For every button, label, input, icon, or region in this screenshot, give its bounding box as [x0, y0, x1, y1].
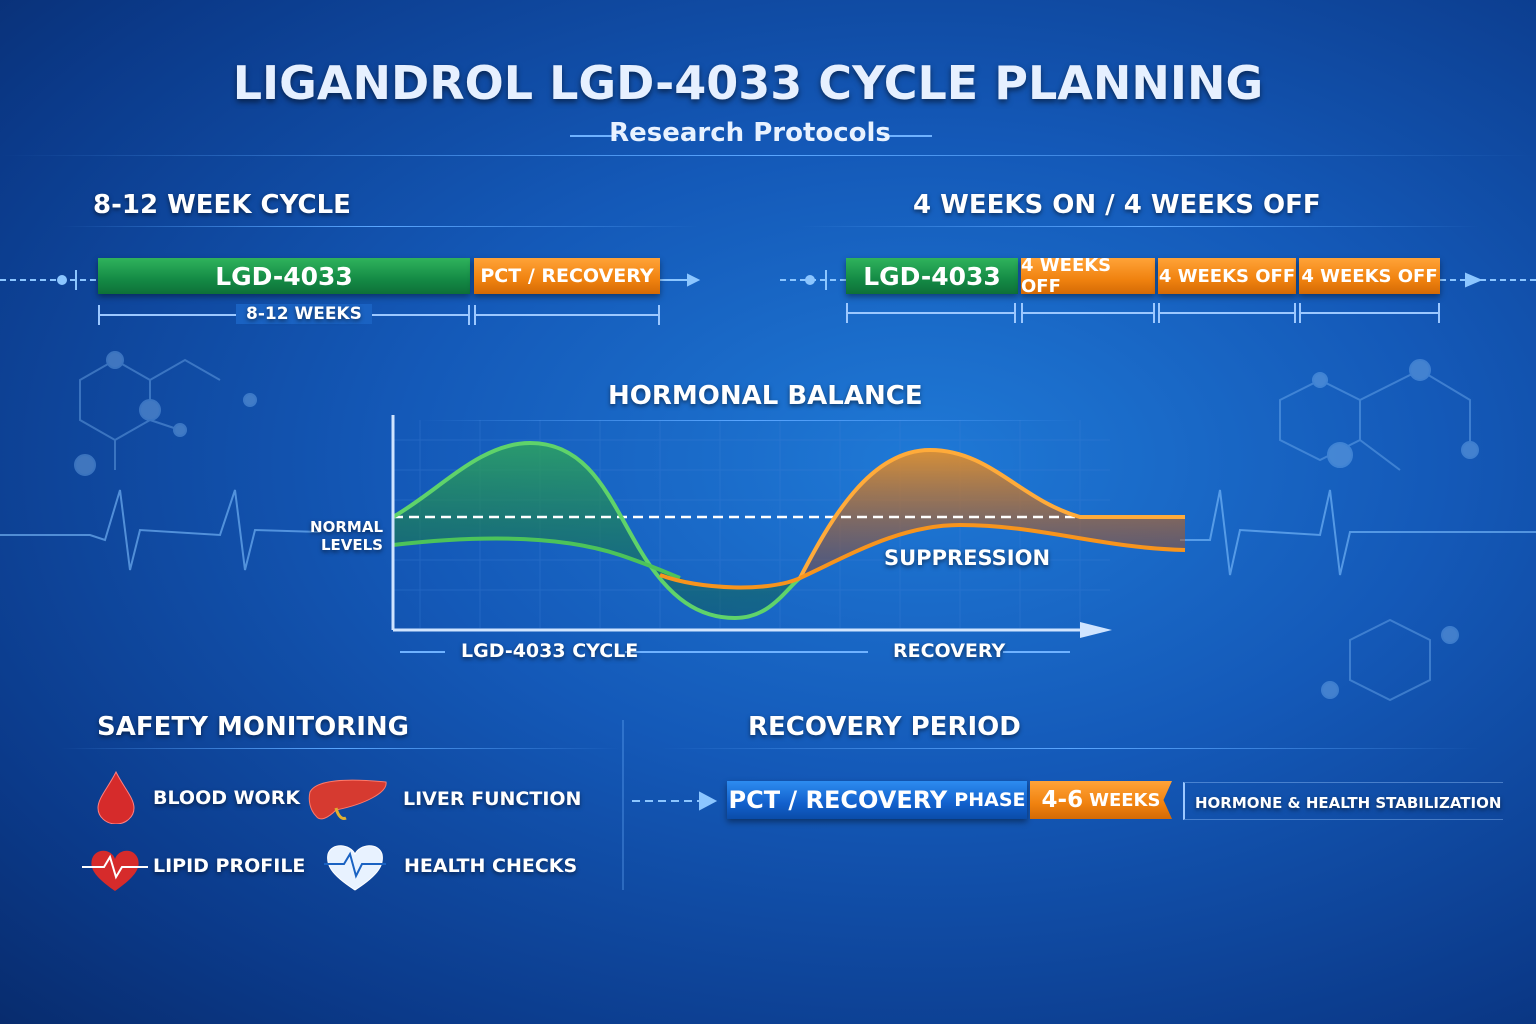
phase-label-cycle: LGD-4033 CYCLE	[461, 640, 639, 662]
recovery-description: HORMONE & HEALTH STABILIZATION	[1195, 794, 1502, 812]
recovery-weeks-badge: 4-6 WEEKS	[1030, 781, 1172, 819]
safety-item-label: LIPID PROFILE	[153, 855, 306, 877]
cycle-left-on-bar: LGD-4033	[98, 258, 470, 294]
subtitle-rule	[570, 135, 618, 137]
duration-bracket	[846, 303, 1016, 323]
safety-item-label: LIVER FUNCTION	[403, 788, 582, 810]
molecule-right	[1279, 359, 1479, 702]
divider	[800, 226, 1480, 227]
cycle-curve-lower	[392, 536, 681, 580]
recovery-heading: RECOVERY PERIOD	[748, 712, 1021, 742]
x-axis-arrow-icon	[1080, 622, 1112, 638]
divider	[60, 226, 700, 227]
recovery-curve-lower	[799, 522, 1186, 580]
divider	[60, 748, 620, 749]
subtitle-rule	[884, 135, 932, 137]
duration-bracket	[1299, 303, 1440, 323]
duration-bracket	[474, 305, 660, 325]
page-title: LIGANDROL LGD-4033 CYCLE PLANNING	[232, 56, 1264, 110]
duration-bracket	[1021, 303, 1155, 323]
cycle-right-off-bar: 4 WEEKS OFF	[1021, 255, 1155, 297]
ekg-line-left	[0, 489, 321, 571]
recovery-phase-bar: PCT / RECOVERY PHASE	[727, 781, 1027, 819]
suppression-label: SUPPRESSION	[884, 546, 1051, 570]
cycle-right-off-bar: 4 WEEKS OFF	[1299, 258, 1440, 294]
normal-levels-label: NORMAL LEVELS	[310, 518, 383, 554]
cycle-right-heading: 4 WEEKS ON / 4 WEEKS OFF	[913, 190, 1321, 220]
recovery-curve-upper	[798, 447, 1185, 579]
divider	[660, 748, 1480, 749]
duration-bracket	[1158, 303, 1296, 323]
phase-label-recovery: RECOVERY	[893, 640, 1006, 662]
blood-drop-icon	[97, 770, 135, 824]
cycle-right-off-bar: 4 WEEKS OFF	[1158, 258, 1296, 294]
safety-item-label: BLOOD WORK	[153, 787, 301, 809]
cycle-left-heading: 8-12 WEEK CYCLE	[93, 190, 351, 220]
chart-title: HORMONAL BALANCE	[608, 381, 923, 411]
recovery-area-fill	[800, 450, 1185, 580]
liver-icon	[308, 779, 387, 820]
divider	[0, 155, 1536, 156]
safety-item-label: HEALTH CHECKS	[404, 855, 578, 877]
cycle-left-duration: 8-12 WEEKS	[236, 304, 372, 324]
recovery-phase-main: PCT / RECOVERY	[728, 786, 948, 814]
heart-outline-pulse-icon	[324, 845, 386, 891]
subtitle: Research Protocols	[609, 118, 891, 148]
ekg-line-right	[1180, 489, 1536, 576]
recovery-weeks-unit: WEEKS	[1089, 789, 1161, 811]
cycle-left-off-bar: PCT / RECOVERY	[474, 258, 660, 294]
recovery-description-box	[1183, 782, 1503, 820]
recovery-phase-suffix: PHASE	[954, 789, 1026, 811]
safety-heading: SAFETY MONITORING	[97, 712, 410, 742]
heart-pulse-icon	[82, 850, 148, 891]
divider	[420, 420, 1080, 421]
cycle-curve-upper	[392, 440, 802, 621]
cycle-right-on-bar: LGD-4033	[846, 258, 1018, 294]
recovery-curve-trough	[659, 573, 801, 590]
cycle-area-fill	[393, 443, 800, 618]
molecule-left	[74, 351, 257, 476]
recovery-weeks-num: 4-6	[1041, 787, 1084, 813]
